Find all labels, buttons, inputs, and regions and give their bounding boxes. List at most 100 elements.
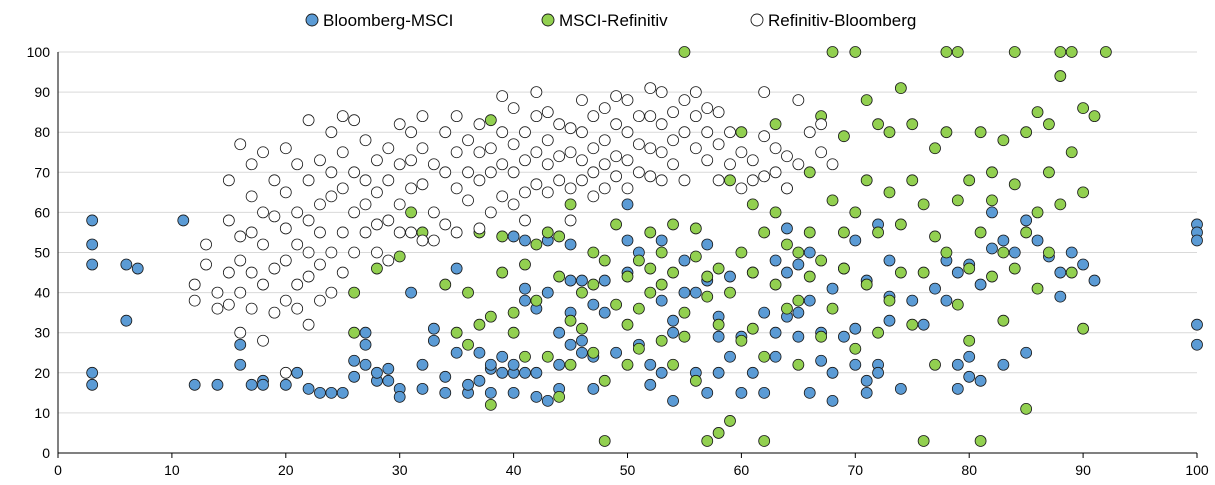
y-tick-label: 50 (34, 245, 50, 261)
point-refinitiv-bloomberg (234, 326, 247, 339)
point-refinitiv-bloomberg (598, 134, 611, 147)
point-refinitiv-bloomberg (291, 206, 304, 219)
point-refinitiv-bloomberg (519, 186, 531, 199)
x-tick-label: 10 (164, 462, 180, 478)
point-refinitiv-bloomberg (587, 142, 600, 155)
point-refinitiv-bloomberg (473, 118, 486, 131)
point-refinitiv-bloomberg (781, 150, 793, 163)
point-refinitiv-bloomberg (325, 286, 338, 299)
point-msci-refinitiv (758, 435, 771, 447)
point-msci-refinitiv (496, 230, 509, 243)
x-tick-label: 80 (961, 462, 977, 478)
point-msci-refinitiv (348, 326, 361, 339)
point-bloomberg-msci (576, 346, 588, 359)
point-msci-refinitiv (906, 318, 919, 331)
point-bloomberg-msci (860, 386, 873, 399)
point-refinitiv-bloomberg (610, 170, 623, 183)
point-refinitiv-bloomberg (257, 334, 269, 347)
point-msci-refinitiv (1077, 186, 1089, 199)
point-msci-refinitiv (462, 338, 474, 351)
point-msci-refinitiv (929, 142, 941, 155)
point-refinitiv-bloomberg (701, 126, 714, 139)
point-bloomberg-msci (450, 346, 463, 359)
point-refinitiv-bloomberg (382, 174, 395, 187)
point-bloomberg-msci (803, 294, 816, 307)
point-bloomberg-msci (883, 254, 896, 267)
point-bloomberg-msci (838, 330, 850, 343)
point-msci-refinitiv (530, 238, 543, 251)
point-refinitiv-bloomberg (507, 102, 520, 115)
point-msci-refinitiv (1077, 322, 1089, 335)
point-refinitiv-bloomberg (462, 134, 474, 147)
point-bloomberg-msci (427, 322, 440, 335)
point-refinitiv-bloomberg (803, 126, 816, 139)
point-refinitiv-bloomberg (393, 226, 406, 239)
point-bloomberg-msci (553, 358, 566, 371)
point-msci-refinitiv (894, 82, 907, 94)
point-refinitiv-bloomberg (245, 226, 258, 239)
tick-labels: 0 10 20 30 40 50 60 70 80 90 100 0 10 20 30 40 50 60 70 80 9… (27, 44, 1209, 478)
point-bloomberg-msci (1020, 346, 1033, 359)
point-refinitiv-bloomberg (484, 206, 497, 219)
point-msci-refinitiv (917, 266, 930, 279)
point-bloomberg-msci (758, 386, 771, 399)
point-msci-refinitiv (735, 126, 748, 139)
point-refinitiv-bloomberg (541, 106, 554, 119)
point-refinitiv-bloomberg (632, 166, 645, 179)
point-bloomberg-msci (826, 282, 839, 295)
point-refinitiv-bloomberg (530, 178, 543, 191)
point-msci-refinitiv (769, 206, 782, 219)
point-bloomberg-msci (382, 362, 395, 375)
point-msci-refinitiv (712, 318, 725, 331)
point-msci-refinitiv (724, 286, 736, 299)
point-bloomberg-msci (496, 350, 509, 363)
point-refinitiv-bloomberg (314, 198, 326, 211)
point-msci-refinitiv (576, 322, 588, 335)
point-msci-refinitiv (746, 198, 759, 211)
x-tick-label: 40 (506, 462, 522, 478)
point-refinitiv-bloomberg (655, 118, 668, 131)
point-msci-refinitiv (849, 206, 862, 219)
point-bloomberg-msci (1008, 246, 1021, 259)
point-bloomberg-msci (393, 390, 406, 403)
point-bloomberg-msci (781, 266, 793, 279)
point-bloomberg-msci (86, 378, 99, 391)
point-bloomberg-msci (336, 386, 349, 399)
point-bloomberg-msci (724, 350, 736, 363)
point-refinitiv-bloomberg (473, 174, 486, 187)
point-msci-refinitiv (963, 262, 976, 275)
point-refinitiv-bloomberg (302, 174, 315, 187)
point-refinitiv-bloomberg (735, 146, 748, 159)
point-refinitiv-bloomberg (587, 166, 600, 179)
point-refinitiv-bloomberg (541, 186, 554, 199)
point-msci-refinitiv (621, 318, 634, 331)
axes (57, 52, 1198, 458)
point-msci-refinitiv (678, 306, 691, 319)
point-bloomberg-msci (325, 386, 338, 399)
point-bloomberg-msci (769, 326, 782, 339)
point-msci-refinitiv (986, 194, 998, 207)
point-refinitiv-bloomberg (484, 166, 497, 179)
point-refinitiv-bloomberg (268, 174, 281, 187)
point-bloomberg-msci (986, 242, 998, 255)
point-msci-refinitiv (598, 435, 611, 447)
point-refinitiv-bloomberg (314, 258, 326, 271)
point-msci-refinitiv (940, 46, 953, 58)
point-refinitiv-bloomberg (279, 222, 292, 235)
point-refinitiv-bloomberg (781, 182, 793, 195)
point-refinitiv-bloomberg (336, 110, 349, 123)
point-bloomberg-msci (382, 374, 395, 387)
point-bloomberg-msci (507, 358, 520, 371)
point-refinitiv-bloomberg (644, 110, 657, 123)
point-refinitiv-bloomberg (245, 190, 258, 203)
point-bloomberg-msci (701, 386, 714, 399)
point-msci-refinitiv (929, 230, 941, 243)
point-refinitiv-bloomberg (348, 206, 361, 219)
point-msci-refinitiv (405, 206, 417, 219)
y-tick-label: 30 (34, 325, 50, 341)
point-msci-refinitiv (519, 350, 531, 363)
point-msci-refinitiv (587, 246, 600, 259)
point-bloomberg-msci (849, 358, 862, 371)
point-msci-refinitiv (883, 186, 896, 199)
point-refinitiv-bloomberg (359, 174, 372, 187)
